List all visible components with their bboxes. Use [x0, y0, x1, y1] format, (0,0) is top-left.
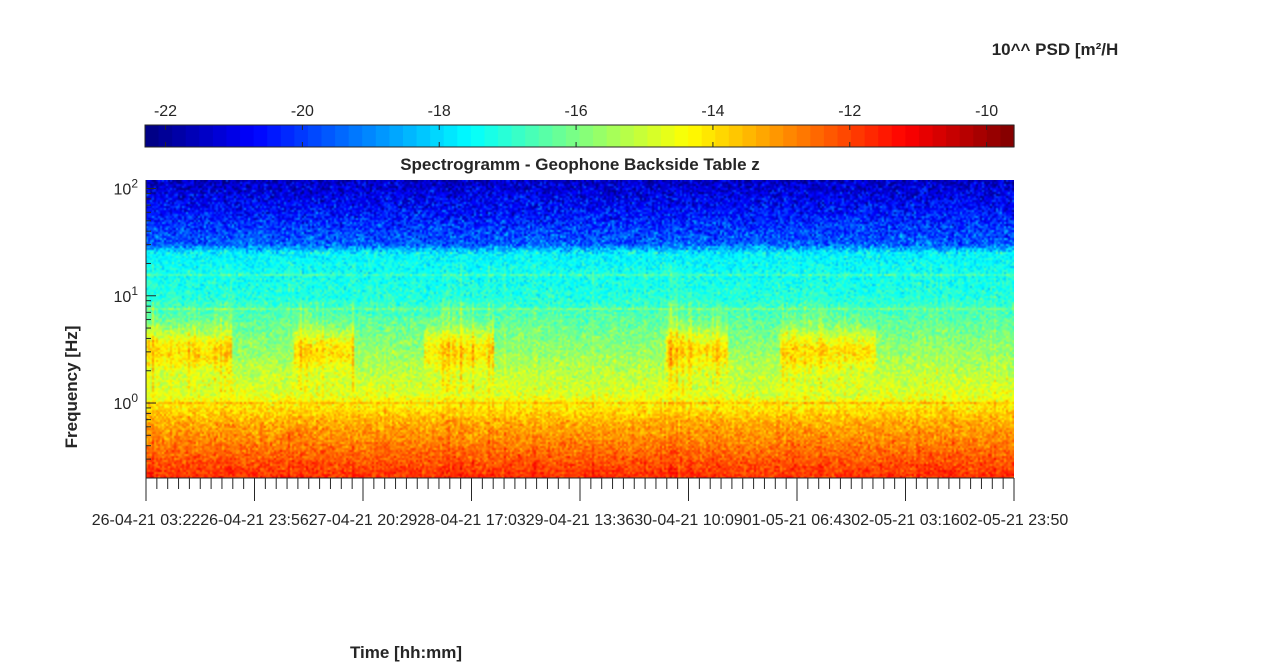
colorbar-tick-label: -14 — [701, 103, 724, 120]
colorbar-cell — [851, 125, 866, 147]
colorbar-cell — [905, 125, 920, 147]
colorbar-frame — [144, 124, 1015, 148]
x-tick-label: 26-04-21 23:56 — [200, 512, 309, 529]
colorbar-cell — [402, 125, 418, 147]
colorbar-tick-label: -22 — [154, 103, 177, 120]
colorbar-cell — [538, 125, 553, 147]
colorbar-cell — [769, 125, 784, 147]
colorbar-cell — [253, 125, 268, 147]
x-axis-label: Time [hh:mm] — [350, 643, 462, 662]
colorbar-cell — [688, 125, 703, 147]
colorbar-cell — [660, 125, 676, 147]
x-axis: 26-04-21 03:22 26-04-21 23:56 27-04-21 20:… — [92, 477, 1069, 529]
colorbar-cell — [335, 125, 350, 147]
y-axis-label: Frequency [Hz] — [62, 326, 81, 449]
x-tick-label: 02-05-21 23:50 — [960, 512, 1069, 529]
plot-area: 100 101 102 26-04-21 03:22 26-04-21 23:56 27… — [92, 176, 1069, 529]
colorbar-cell — [199, 125, 214, 147]
colorbar-cell — [484, 125, 499, 147]
colorbar-cell — [823, 125, 839, 147]
colorbar-cell — [1000, 125, 1015, 147]
colorbar-cell — [647, 125, 662, 147]
colorbar-cell — [918, 125, 934, 147]
colorbar-cell — [715, 125, 730, 147]
chart-title: Spectrogramm - Geophone Backside Table z — [400, 155, 760, 174]
x-tick-label: 02-05-21 03:16 — [851, 512, 960, 529]
colorbar-cell — [864, 125, 879, 147]
x-tick-label: 29-04-21 13:36 — [526, 512, 635, 529]
x-tick-label: 30-04-21 10:09 — [634, 512, 743, 529]
colorbar-cell — [145, 125, 160, 147]
colorbar-cell — [226, 125, 241, 147]
colorbar-cell — [294, 125, 309, 147]
colorbar-cell — [728, 125, 744, 147]
colorbar-cell — [307, 125, 323, 147]
colorbar-cell — [172, 125, 187, 147]
colorbar-cell — [620, 125, 635, 147]
colorbar-cell — [796, 125, 811, 147]
colorbar-cell — [457, 125, 472, 147]
colorbar-cell — [783, 125, 798, 147]
colorbar-cell — [416, 125, 431, 147]
y-tick-label: 102 — [114, 176, 139, 198]
x-tick-label: 01-05-21 06:43 — [743, 512, 852, 529]
colorbar-cell — [430, 125, 445, 147]
colorbar-cell — [932, 125, 947, 147]
colorbar-cell — [389, 125, 404, 147]
colorbar-tick-label: -18 — [428, 103, 451, 120]
colorbar-cell — [280, 125, 295, 147]
colorbar-cell — [498, 125, 513, 147]
colorbar-cell — [362, 125, 377, 147]
colorbar-cell — [525, 125, 540, 147]
colorbar-cell — [837, 125, 852, 147]
x-tick-label: 27-04-21 20:29 — [309, 512, 418, 529]
colorbar-cell — [973, 125, 988, 147]
colorbar-tick-label: -20 — [291, 103, 314, 120]
colorbar-cell — [946, 125, 961, 147]
colorbar-cell — [348, 125, 363, 147]
colorbar: -22 -20 -18 -16 -14 -12 -10 — [144, 103, 1015, 148]
y-tick-label: 100 — [114, 391, 139, 413]
colorbar-cell — [511, 125, 526, 147]
colorbar-cell — [606, 125, 621, 147]
y-axis: 100 101 102 — [114, 176, 156, 479]
colorbar-cell — [593, 125, 608, 147]
colorbar-cell — [891, 125, 906, 147]
colorbar-cell — [185, 125, 200, 147]
colorbar-cell — [565, 125, 581, 147]
colorbar-cell — [986, 125, 1002, 147]
colorbar-cell — [443, 125, 458, 147]
colorbar-cell — [742, 125, 757, 147]
colorbar-tick-label: -10 — [975, 103, 998, 120]
colorbar-cell — [552, 125, 567, 147]
colorbar-cell — [375, 125, 391, 147]
colorbar-cell — [267, 125, 282, 147]
x-tick-label: 28-04-21 17:03 — [417, 512, 526, 529]
colorbar-cell — [579, 125, 594, 147]
colorbar-tick-label: -12 — [838, 103, 861, 120]
colorbar-cell — [470, 125, 486, 147]
x-tick-label: 26-04-21 03:22 — [92, 512, 201, 529]
colorbar-cell — [633, 125, 648, 147]
colorbar-cells — [145, 125, 1015, 147]
colorbar-cell — [756, 125, 771, 147]
colorbar-ticks: -22 -20 -18 -16 -14 -12 -10 — [154, 103, 998, 147]
colorbar-cell — [158, 125, 173, 147]
colorbar-cell — [674, 125, 689, 147]
colorbar-label: 10^^ PSD [m²/H — [992, 40, 1119, 59]
spectrogram-heatmap — [146, 180, 1014, 478]
colorbar-cell — [810, 125, 825, 147]
colorbar-cell — [959, 125, 974, 147]
colorbar-cell — [212, 125, 228, 147]
colorbar-cell — [878, 125, 893, 147]
colorbar-tick-label: -16 — [565, 103, 588, 120]
colorbar-cell — [701, 125, 716, 147]
y-tick-label: 101 — [114, 284, 139, 306]
colorbar-cell — [240, 125, 255, 147]
colorbar-cell — [321, 125, 336, 147]
